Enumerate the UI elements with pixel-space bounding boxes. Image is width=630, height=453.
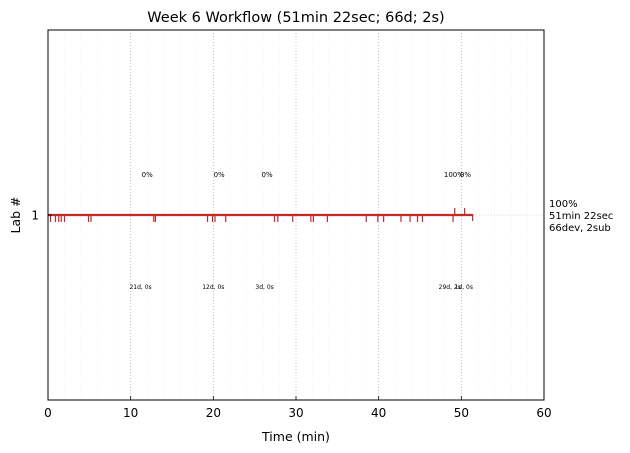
x-tick-label: 40 — [371, 406, 386, 420]
x-tick-label: 10 — [123, 406, 138, 420]
summary-percent: 100% — [549, 199, 578, 210]
percent-label: 0% — [214, 171, 225, 179]
percent-label: 0% — [262, 171, 273, 179]
y-tick-label: 1 — [31, 209, 39, 223]
x-tick-label: 60 — [536, 406, 551, 420]
percent-label: 0% — [460, 171, 471, 179]
x-axis-label: Time (min) — [261, 429, 330, 444]
interval-label: 29d, 2s — [439, 284, 461, 291]
y-ticks: 1 — [31, 209, 52, 223]
interval-label: 21d, 0s — [129, 284, 151, 291]
x-ticks: 0 10 20 30 40 50 60 — [44, 396, 552, 420]
percent-label: 0% — [142, 171, 153, 179]
interval-label: 1d, 0s — [455, 284, 473, 291]
percent-label: 100% — [444, 171, 464, 179]
x-tick-label: 20 — [206, 406, 221, 420]
series-layer — [48, 208, 474, 222]
interval-label: 12d, 0s — [202, 284, 224, 291]
chart-title: Week 6 Workflow (51min 22sec; 66d; 2s) — [147, 10, 444, 26]
x-tick-label: 50 — [454, 406, 469, 420]
interval-label: 3d, 0s — [255, 284, 273, 291]
point-labels: 0% 0% 0% 100%0%21d, 0s 12d, 0s 3d, 0s 29d, 2s1… — [129, 171, 473, 291]
summary-duration: 51min 22sec — [549, 211, 613, 222]
y-axis-label: Lab # — [8, 196, 23, 233]
x-tick-label: 30 — [288, 406, 303, 420]
x-tick-label: 0 — [44, 406, 52, 420]
summary-counts: 66dev, 2sub — [549, 223, 611, 234]
